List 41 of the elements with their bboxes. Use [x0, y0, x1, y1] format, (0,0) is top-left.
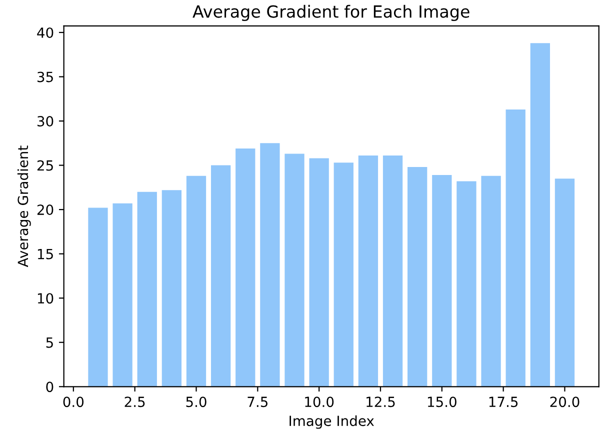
bar	[309, 158, 329, 387]
y-tick-label: 5	[46, 338, 53, 348]
bar	[88, 208, 108, 387]
x-tick-label: 15.0	[428, 396, 456, 408]
x-tick-label: 20.0	[550, 396, 580, 408]
y-tick-label: 30	[38, 116, 54, 126]
bar	[284, 154, 304, 387]
x-tick-label: 5.0	[186, 396, 206, 408]
bar	[162, 190, 182, 387]
y-tick-label: 0	[46, 382, 54, 392]
y-axis-title: Average Gradient	[17, 146, 31, 268]
bar	[137, 192, 157, 387]
y-tick-label: 10	[38, 293, 54, 304]
bar	[382, 156, 403, 387]
bar	[334, 162, 354, 387]
bar	[506, 110, 526, 387]
x-tick-label: 0.0	[63, 396, 84, 408]
x-tick-label: 7.5	[248, 396, 268, 408]
bar	[456, 181, 476, 387]
bar	[112, 203, 132, 387]
y-tick-label: 20	[37, 204, 54, 216]
bar	[210, 165, 231, 387]
bar	[530, 43, 550, 387]
y-tick-label: 15	[38, 248, 53, 260]
bar	[236, 148, 256, 387]
bar	[554, 178, 575, 387]
x-tick-label: 17.5	[489, 396, 518, 408]
bar	[260, 143, 280, 387]
y-tick-label: 40	[37, 27, 54, 38]
chart-title: Average Gradient for Each Image	[192, 4, 470, 22]
y-tick-label: 35	[38, 72, 53, 82]
bar	[358, 156, 378, 387]
bar	[481, 176, 501, 387]
bar	[186, 176, 206, 387]
bar	[408, 167, 428, 387]
x-axis-title: Image Index	[290, 415, 374, 429]
x-tick-label: 2.5	[124, 396, 145, 408]
x-tick-label: 12.5	[366, 396, 395, 408]
y-tick-label: 25	[37, 160, 53, 171]
x-tick-label: 10.0	[305, 396, 334, 408]
bar	[432, 175, 452, 387]
